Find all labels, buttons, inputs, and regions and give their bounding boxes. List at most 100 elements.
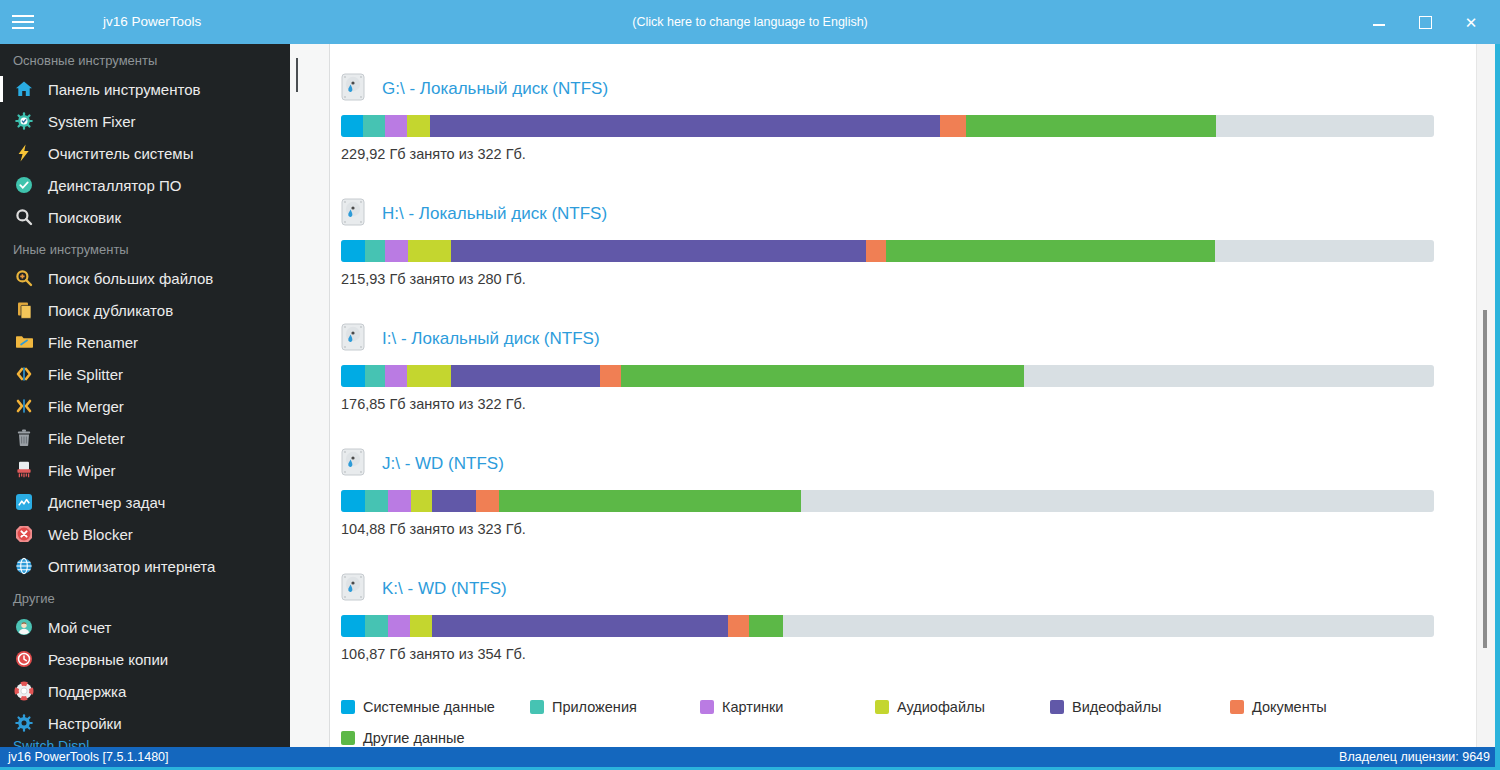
sidebar-item[interactable]: Панель инструментов	[0, 73, 290, 105]
hard-drive-icon	[341, 447, 365, 481]
sidebar-scrollbar-track[interactable]	[290, 44, 330, 747]
disk-title[interactable]: G:\ - Локальный диск (NTFS)	[382, 79, 608, 99]
legend-swatch	[530, 700, 544, 714]
folder-rename-icon	[13, 331, 35, 353]
split-icon	[13, 363, 35, 385]
legend-swatch	[700, 700, 714, 714]
bar-segment	[451, 240, 865, 262]
sidebar-item[interactable]: File Renamer	[0, 326, 290, 358]
sidebar-item[interactable]: Диспетчер задач	[0, 486, 290, 518]
bar-segment	[411, 490, 432, 512]
shredder-icon	[13, 459, 35, 481]
sidebar-item-label: Поисковик	[48, 209, 121, 226]
statusbar-license-owner: Владелец лицензии: 9649	[1339, 750, 1500, 764]
bar-segment	[430, 115, 940, 137]
sidebar-item[interactable]: Поиск больших файлов	[0, 262, 290, 294]
bar-segment	[966, 115, 1216, 137]
legend-label: Приложения	[552, 699, 637, 715]
bar-segment	[341, 615, 365, 637]
backup-clock-icon	[13, 648, 35, 670]
legend-item: Видеофайлы	[1050, 699, 1230, 715]
settings-gear-icon	[13, 712, 35, 734]
minimize-button[interactable]	[1356, 0, 1402, 44]
close-button[interactable]: ✕	[1448, 0, 1494, 44]
bar-segment	[365, 490, 388, 512]
legend-item: Системные данные	[341, 699, 530, 715]
legend-swatch	[341, 700, 355, 714]
sidebar-item-label: Мой счет	[48, 619, 111, 636]
maximize-button[interactable]	[1402, 0, 1448, 44]
disk-section: I:\ - Локальный диск (NTFS) 176,85 Гб зан…	[341, 324, 1476, 414]
sidebar-item[interactable]: System Fixer	[0, 105, 290, 137]
bar-segment	[600, 365, 621, 387]
sidebar-item-label: Поиск больших файлов	[48, 270, 213, 287]
disk-usage-bar	[341, 365, 1434, 387]
sidebar-item-label: Поддержка	[48, 683, 126, 700]
legend-label: Аудиофайлы	[897, 699, 985, 715]
titlebar: jv16 PowerTools (Click here to change la…	[0, 0, 1500, 44]
disk-usage-bar	[341, 115, 1434, 137]
legend-item: Картинки	[700, 699, 875, 715]
sidebar-section-header: Иные инструменты	[0, 233, 290, 262]
bar-segment	[341, 365, 365, 387]
sidebar-item-label: File Deleter	[48, 430, 125, 447]
sidebar-item[interactable]: Деинсталлятор ПО	[0, 169, 290, 201]
disk-title[interactable]: K:\ - WD (NTFS)	[382, 579, 507, 599]
legend-swatch	[1230, 700, 1244, 714]
sidebar-item[interactable]: Мой счет	[0, 611, 290, 643]
bar-segment	[365, 365, 385, 387]
hard-drive-icon	[341, 572, 365, 606]
disk-section: G:\ - Локальный диск (NTFS) 229,92 Гб зан…	[341, 74, 1476, 164]
sidebar-item[interactable]: File Splitter	[0, 358, 290, 390]
main-scrollbar-track[interactable]	[1476, 44, 1495, 747]
disk-title[interactable]: H:\ - Локальный диск (NTFS)	[382, 204, 607, 224]
sidebar-item-label: Web Blocker	[48, 526, 133, 543]
sidebar-item[interactable]: Очиститель системы	[0, 137, 290, 169]
legend-label: Другие данные	[363, 730, 464, 746]
bar-segment	[363, 115, 385, 137]
legend: Системные данные Приложения Картинки Аудиоф…	[341, 699, 1476, 746]
bar-segment	[866, 240, 887, 262]
sidebar-item[interactable]: File Wiper	[0, 454, 290, 486]
legend-label: Видеофайлы	[1072, 699, 1161, 715]
disk-title[interactable]: I:\ - Локальный диск (NTFS)	[382, 329, 600, 349]
sidebar-item[interactable]: Поисковик	[0, 201, 290, 233]
sidebar-item[interactable]: Настройки	[0, 707, 290, 739]
disk-usage-caption: 106,87 Гб занято из 354 Гб.	[341, 646, 1476, 664]
sidebar-item-switch-display[interactable]: Switch Displ	[13, 738, 89, 747]
legend-label: Документы	[1252, 699, 1327, 715]
sidebar-item-label: Поиск дубликатов	[48, 302, 173, 319]
legend-item: Другие данные	[341, 730, 530, 746]
search-icon	[13, 206, 35, 228]
bar-segment	[388, 490, 411, 512]
search-plus-icon	[13, 267, 35, 289]
disk-usage-caption: 176,85 Гб занято из 322 Гб.	[341, 396, 1476, 414]
sidebar-item[interactable]: Оптимизатор интернета	[0, 550, 290, 582]
disk-title[interactable]: J:\ - WD (NTFS)	[382, 454, 504, 474]
bar-segment	[365, 615, 388, 637]
sidebar-item[interactable]: Web Blocker	[0, 518, 290, 550]
sidebar-item[interactable]: File Deleter	[0, 422, 290, 454]
bar-segment	[407, 365, 452, 387]
sidebar-item[interactable]: Поддержка	[0, 675, 290, 707]
bar-segment	[385, 365, 407, 387]
bar-segment	[341, 115, 363, 137]
disk-usage-bar	[341, 240, 1434, 262]
sidebar-item-label: Оптимизатор интернета	[48, 558, 215, 575]
globe-icon	[13, 555, 35, 577]
lifebuoy-icon	[13, 680, 35, 702]
bar-segment	[408, 240, 452, 262]
main-scrollbar-thumb[interactable]	[1483, 310, 1487, 648]
change-language-link[interactable]: (Click here to change language to Englis…	[0, 0, 1500, 44]
statusbar-version: jv16 PowerTools [7.5.1.1480]	[0, 750, 169, 764]
sidebar-item-label: File Merger	[48, 398, 124, 415]
sidebar-item[interactable]: Резервные копии	[0, 643, 290, 675]
disk-usage-caption: 229,92 Гб занято из 322 Гб.	[341, 146, 1476, 164]
legend-swatch	[1050, 700, 1064, 714]
sidebar-item-label: Настройки	[48, 715, 122, 732]
sidebar-item[interactable]: File Merger	[0, 390, 290, 422]
sidebar-scrollbar-thumb[interactable]	[296, 58, 298, 92]
disk-section: H:\ - Локальный диск (NTFS)215,93 Гб зан…	[341, 199, 1476, 289]
sidebar-item[interactable]: Поиск дубликатов	[0, 294, 290, 326]
sidebar-section-header: Основные инструменты	[0, 44, 290, 73]
